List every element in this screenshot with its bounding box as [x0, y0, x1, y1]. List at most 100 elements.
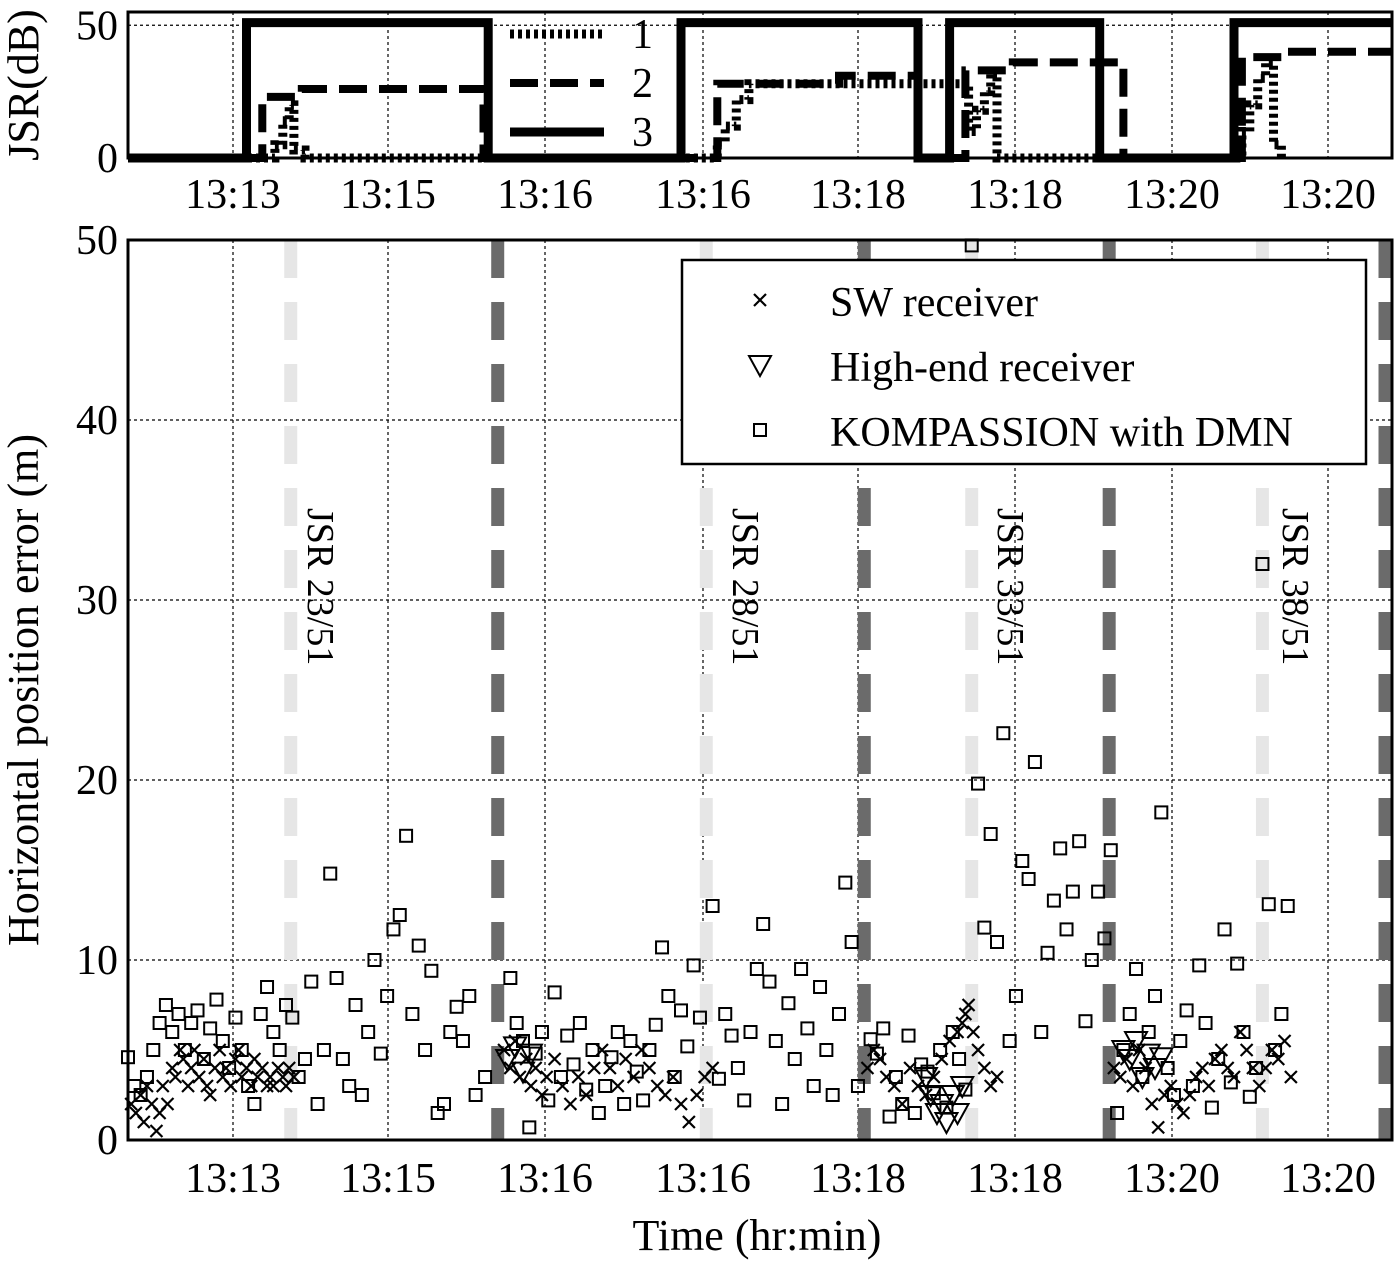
data-point-x — [181, 1079, 195, 1093]
data-point-square — [794, 962, 809, 976]
data-point-square — [711, 1071, 726, 1086]
legend-label: SW receiver — [830, 280, 1038, 326]
error-y-tick-label: 0 — [97, 1118, 118, 1164]
jsr-x-tick-label: 13:16 — [655, 172, 751, 218]
error-x-tick-label: 13:16 — [497, 1156, 593, 1202]
data-point-square — [895, 1097, 910, 1111]
data-point-x — [658, 1088, 672, 1102]
data-point-square — [449, 999, 464, 1014]
data-point-square — [361, 1025, 376, 1039]
error-x-tick-label: 13:13 — [185, 1156, 281, 1202]
data-point-square — [952, 1052, 967, 1066]
data-point-x — [287, 1070, 301, 1084]
data-point-x — [983, 1079, 998, 1093]
data-point-square — [636, 1093, 651, 1108]
data-point-square — [882, 1109, 897, 1124]
data-point-square — [1059, 922, 1074, 937]
data-point-square — [692, 1010, 707, 1025]
data-point-square — [1027, 755, 1042, 769]
data-point-square — [844, 935, 859, 949]
jsr-x-tick-label: 13:15 — [340, 172, 436, 218]
error-scatter-points — [121, 238, 1298, 1138]
data-point-square — [718, 1007, 733, 1021]
data-point-square — [234, 1043, 249, 1057]
data-point-square — [1141, 1025, 1156, 1039]
error-x-ticks: 13:13 13:15 13:16 13:16 13:18 13:18 13:20 13:20 — [185, 1156, 1376, 1202]
data-point-square — [462, 989, 477, 1003]
error-x-tick-label: 13:20 — [1124, 1156, 1220, 1202]
data-point-square — [990, 935, 1004, 949]
legend-box — [680, 258, 1368, 466]
error-x-tick-label: 13:18 — [967, 1156, 1063, 1202]
jsr-x-tick-label: 13:20 — [1124, 172, 1220, 218]
data-point-square — [1192, 958, 1207, 973]
data-point-x — [155, 1079, 170, 1093]
data-point-square — [1046, 893, 1061, 908]
data-point-square — [623, 1034, 638, 1048]
data-point-square — [203, 1021, 218, 1036]
data-point-triangle-down — [1123, 1031, 1149, 1055]
data-point-square — [1236, 1025, 1251, 1039]
error-y-tick-label: 10 — [76, 938, 118, 984]
error-panel: JSR 23/51 JSR 28/51 JSR 33/51 JSR 38/51 0 10… — [0, 218, 1394, 1260]
jsr-y-ticks: 0 50 — [76, 3, 118, 182]
legend-marker-triangle-down — [747, 355, 773, 379]
data-point-x — [634, 1043, 649, 1057]
data-point-square — [806, 1079, 821, 1093]
data-point-square — [907, 1106, 922, 1120]
data-point-x — [618, 1052, 633, 1066]
data-point-square — [825, 1088, 840, 1102]
data-point-triangle-down — [518, 1043, 544, 1067]
data-point-square — [437, 1097, 451, 1111]
data-point-x — [212, 1043, 227, 1057]
data-point-square — [813, 980, 828, 994]
jsr-y-tick-label: 0 — [97, 136, 118, 182]
jsr-legend-label: 3 — [632, 110, 653, 156]
jsr-legend: 123 — [510, 12, 653, 156]
data-point-square — [165, 1025, 180, 1039]
legend-marker-x — [753, 293, 767, 307]
data-point-square — [819, 1043, 834, 1057]
data-point-square — [1230, 956, 1245, 971]
data-point-square — [1097, 931, 1112, 946]
data-point-square — [1002, 1034, 1017, 1048]
data-point-square — [171, 1007, 186, 1021]
data-point-square — [629, 1064, 644, 1079]
jsr-series-2 — [128, 47, 1392, 162]
data-point-square — [1015, 854, 1030, 868]
data-point-square — [1249, 1061, 1264, 1075]
data-point-square — [1065, 884, 1080, 899]
data-point-square — [939, 1100, 954, 1115]
data-point-x — [1151, 1120, 1165, 1135]
jsr-series-1 — [128, 57, 1286, 163]
data-point-x — [903, 1061, 917, 1075]
error-x-tick-label: 13:15 — [340, 1156, 436, 1202]
data-point-square — [1198, 1016, 1213, 1030]
legend-marker-square — [753, 423, 767, 437]
data-point-square — [1223, 1075, 1238, 1090]
data-point-square — [1103, 843, 1118, 858]
data-point-square — [1084, 953, 1099, 967]
data-point-square — [585, 1043, 600, 1057]
data-point-square — [680, 1039, 695, 1054]
data-point-square — [1242, 1089, 1257, 1104]
data-point-square — [598, 1079, 613, 1093]
data-point-square — [509, 1016, 524, 1030]
error-x-tick-label: 13:20 — [1280, 1156, 1376, 1202]
data-point-square — [1040, 945, 1055, 960]
data-point-x — [168, 1070, 183, 1084]
data-point-square — [146, 1043, 161, 1057]
data-point-square — [272, 1043, 287, 1057]
data-point-x — [276, 1070, 290, 1084]
data-point-square — [316, 1043, 331, 1057]
data-point-square — [971, 776, 986, 791]
data-point-square — [516, 1034, 530, 1048]
data-point-x — [1195, 1061, 1210, 1075]
data-point-x — [1284, 1070, 1298, 1084]
data-point-x — [690, 1088, 704, 1102]
error-y-axis-label: Horizontal position error (m) — [0, 434, 48, 946]
data-point-square — [528, 1046, 543, 1061]
data-point-square — [926, 1086, 941, 1101]
data-point-triangle-down — [510, 1061, 536, 1085]
data-point-square — [730, 1061, 745, 1075]
